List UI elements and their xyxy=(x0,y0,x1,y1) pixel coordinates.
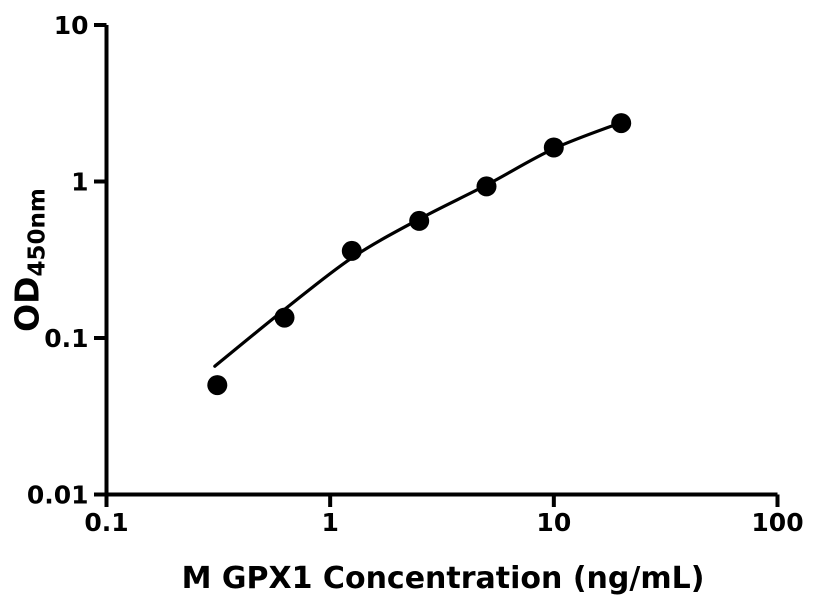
y-tick-label: 0.1 xyxy=(44,324,88,353)
x-tick-label: 10 xyxy=(536,508,571,537)
data-point xyxy=(409,210,430,231)
y-tick-label: 0.01 xyxy=(27,481,89,510)
y-axis-title-main: OD xyxy=(7,276,47,332)
data-point xyxy=(611,113,632,134)
x-tick-label: 1 xyxy=(321,508,338,537)
y-tick-label: 10 xyxy=(54,11,89,40)
fit-curve xyxy=(213,121,623,368)
x-tick-label: 0.1 xyxy=(84,508,128,537)
data-point xyxy=(207,375,228,396)
y-tick-label: 1 xyxy=(71,168,88,197)
data-point xyxy=(341,240,362,261)
data-point xyxy=(543,137,564,158)
y-axis-title: OD450nm xyxy=(7,188,51,332)
x-axis-title: M GPX1 Concentration (ng/mL) xyxy=(181,561,705,596)
y-axis-title-subscript: 450nm xyxy=(24,188,51,277)
data-point xyxy=(274,307,295,328)
axes-lines xyxy=(104,25,778,497)
x-tick-label: 100 xyxy=(751,508,803,537)
data-point xyxy=(476,176,497,197)
